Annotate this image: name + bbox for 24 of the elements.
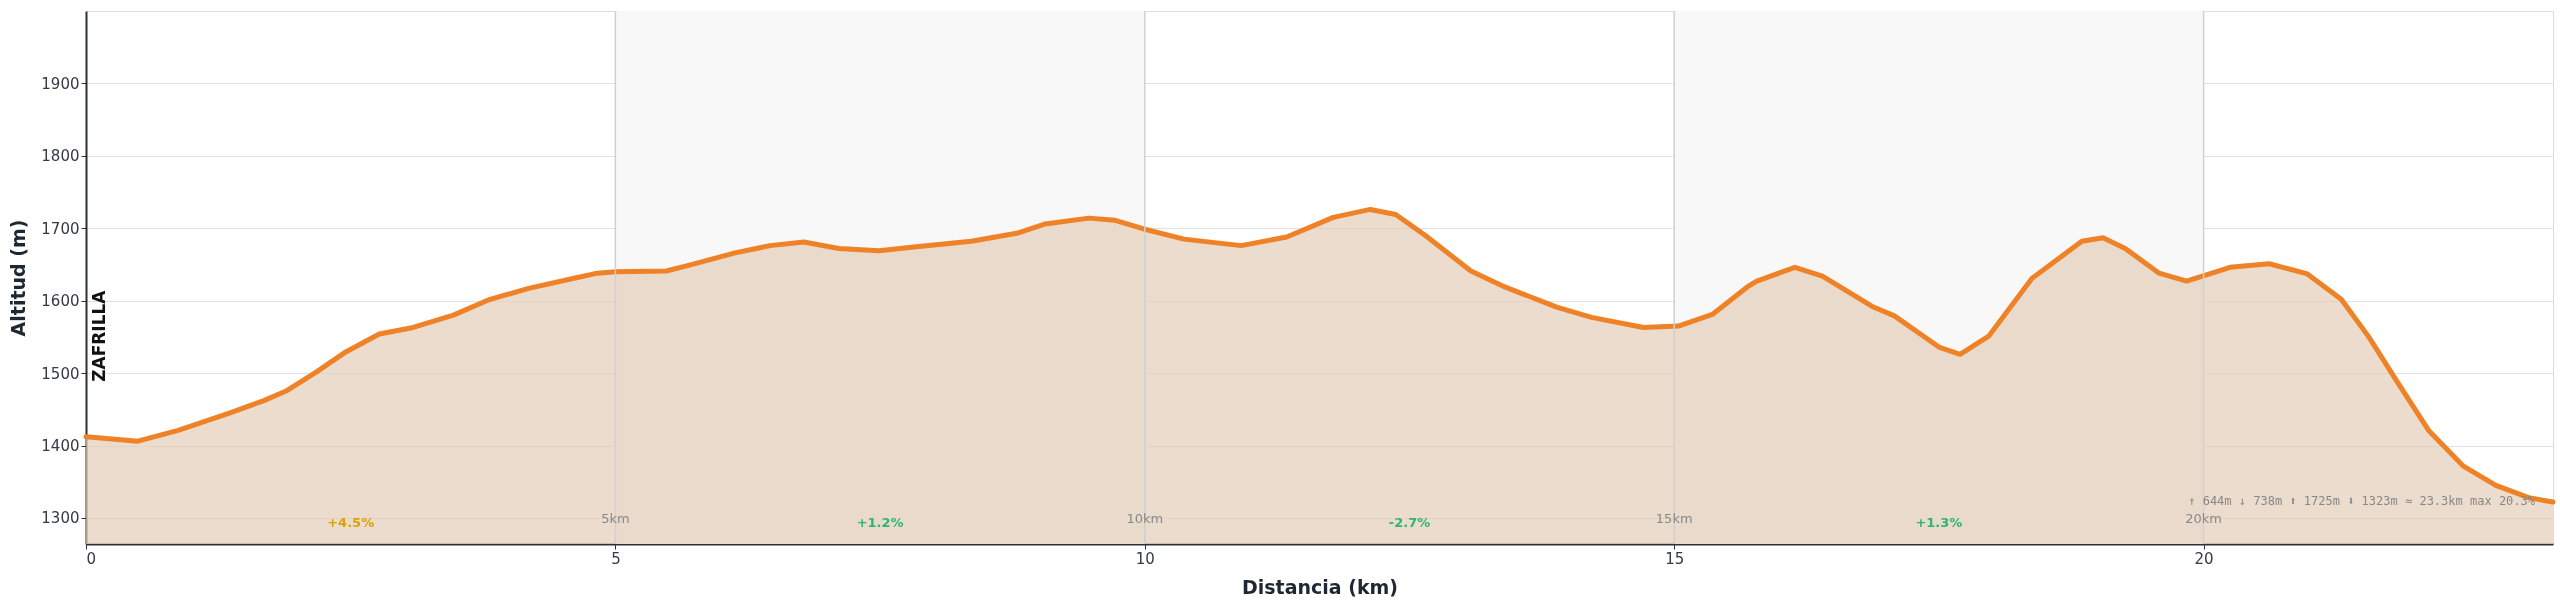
- ref-line-label: 5km: [601, 511, 630, 526]
- y-tick-label: 1600: [41, 292, 80, 311]
- x-tick-label: 5: [611, 549, 621, 568]
- y-tick-label: 1400: [41, 437, 80, 456]
- annotation: ↑ 644m ↓ 738m ⬆ 1725m ⬇ 1323m ≈ 23.3km max 20.3%: [2188, 494, 2536, 508]
- annotation: ZAFRILLA: [89, 289, 109, 382]
- x-axis-title: Distancia (km): [1241, 575, 1399, 598]
- x-tick-label: 20: [2194, 549, 2214, 568]
- ref-line-label: 10km: [1126, 511, 1164, 526]
- x-tick-label: 15: [1665, 549, 1685, 568]
- ref-line-label: 20km: [2185, 511, 2222, 526]
- annotation: +1.3%: [1915, 515, 1963, 530]
- annotation: +1.2%: [856, 515, 904, 530]
- y-tick-label: 1700: [41, 219, 80, 238]
- y-tick-label: 1500: [41, 364, 80, 383]
- annotation: -2.7%: [1388, 515, 1431, 530]
- x-tick-label: 10: [1135, 549, 1155, 568]
- ref-line-label: 15km: [1655, 511, 1693, 526]
- annotation: +4.5%: [327, 515, 375, 530]
- y-tick-label: 1900: [41, 74, 80, 93]
- y-tick-label: 1800: [41, 147, 80, 166]
- y-tick-label: 1300: [41, 509, 80, 528]
- x-tick-label: 0: [86, 549, 97, 568]
- y-axis-title: Altitud (m): [7, 219, 30, 337]
